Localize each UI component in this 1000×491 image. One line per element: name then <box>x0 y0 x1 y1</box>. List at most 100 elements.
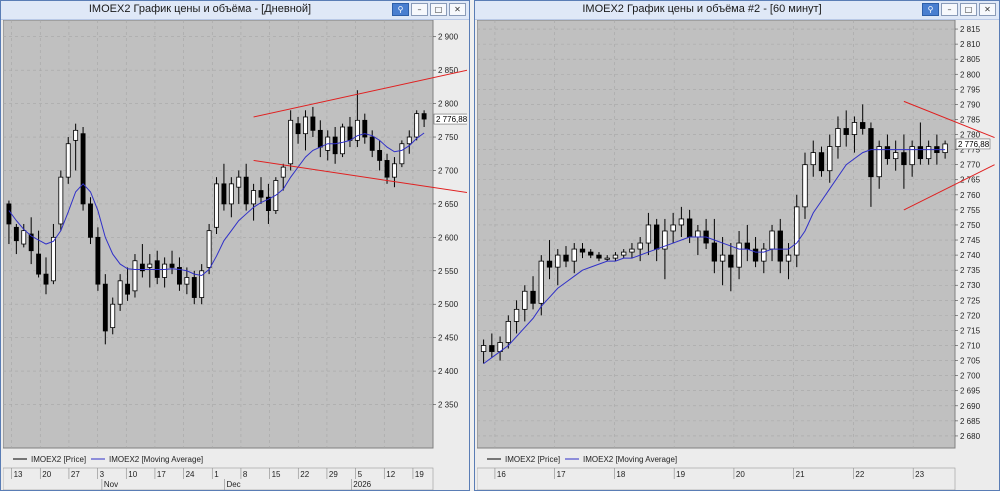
candle-body <box>36 253 42 275</box>
x-tick-label: 16 <box>497 470 506 479</box>
candle-body <box>596 254 602 259</box>
minimize-button[interactable]: – <box>411 3 428 16</box>
candle-body <box>827 146 833 172</box>
x-tick-label: 20 <box>42 470 51 479</box>
last-price-label: 2 776,88 <box>436 115 467 124</box>
plot-area <box>3 20 434 449</box>
candle-body <box>288 119 294 165</box>
candle-body <box>169 263 175 268</box>
daily-candlestick-chart[interactable]: 2 900 2 850 2 800 2 750 2 700 2 650 2 600 2 550… <box>3 20 467 490</box>
candle-body <box>868 128 874 178</box>
y-tick-label: 2 730 <box>960 281 981 290</box>
hourly-chart-window[interactable]: IMOEX2 График цены и объёма #2 - [60 мин… <box>474 0 1000 491</box>
candle-body <box>662 230 668 250</box>
y-tick-label: 2 740 <box>960 251 981 260</box>
y-tick-label: 2 700 <box>438 166 459 175</box>
candle-body <box>480 345 487 352</box>
legend-price-label: IMOEX2 [Price] <box>505 455 560 464</box>
x-tick-label: 17 <box>557 470 566 479</box>
candle-body <box>236 176 242 188</box>
candle-body <box>752 248 759 262</box>
candle-body <box>65 143 71 178</box>
candle-body <box>761 248 767 262</box>
y-tick-label: 2 735 <box>960 266 981 275</box>
y-tick-label: 2 770 <box>960 161 981 170</box>
y-tick-label: 2 500 <box>438 300 459 309</box>
moving-average-line <box>483 149 946 365</box>
maximize-button[interactable]: □ <box>430 3 447 16</box>
pin-icon[interactable]: ⚲ <box>392 3 409 16</box>
x-tick-label: 17 <box>157 470 166 479</box>
candle-body <box>303 116 308 135</box>
candle-body <box>695 230 701 238</box>
daily-chart-window[interactable]: IMOEX2 График цены и объёма - [Дневной] … <box>0 0 470 491</box>
candle-body <box>505 321 511 343</box>
y-tick-label: 2 695 <box>960 387 981 396</box>
candle-body <box>110 303 116 329</box>
x-tick-label: 22 <box>300 470 309 479</box>
y-tick-label: 2 850 <box>438 66 459 75</box>
maximize-button[interactable]: □ <box>960 3 977 16</box>
candle-body <box>21 230 27 245</box>
candle-body <box>835 128 841 147</box>
hourly-candlestick-chart[interactable]: 2 815 2 810 2 805 2 800 2 795 2 790 2 785 2 780… <box>477 20 997 490</box>
candle-body <box>851 122 858 135</box>
candle-body <box>917 146 924 160</box>
y-tick-label: 2 715 <box>960 326 981 335</box>
candle-body <box>177 267 182 285</box>
candle-body <box>942 143 948 154</box>
close-button[interactable]: ✕ <box>449 3 466 16</box>
y-tick-label: 2 720 <box>960 311 981 320</box>
candle-body <box>310 116 316 131</box>
x-tick-label: 3 <box>100 470 105 479</box>
x-tick-label: 5 <box>358 470 363 479</box>
candle-body <box>530 290 536 304</box>
x-month-label: Dec <box>226 480 240 489</box>
candle-body <box>191 277 197 298</box>
candle-body <box>6 203 12 225</box>
minimize-button[interactable]: – <box>941 3 958 16</box>
candle-body <box>117 280 123 305</box>
close-button[interactable]: ✕ <box>979 3 996 16</box>
titlebar[interactable]: IMOEX2 График цены и объёма #2 - [60 мин… <box>475 1 999 20</box>
candle-body <box>546 260 553 268</box>
last-price-box <box>955 138 991 150</box>
x-month-label: 2026 <box>353 480 371 489</box>
candle-body <box>228 183 234 205</box>
trendline <box>903 100 995 139</box>
candle-body <box>538 260 544 304</box>
candle-body <box>645 224 652 244</box>
x-tick-label: 8 <box>243 470 248 479</box>
y-tick-label: 2 350 <box>438 401 459 410</box>
candle-body <box>588 251 594 256</box>
trendline <box>253 69 467 118</box>
candle-body <box>199 270 205 298</box>
x-tick-label: 15 <box>272 470 281 479</box>
candle-body <box>332 136 338 155</box>
candle-body <box>214 183 219 228</box>
candle-body <box>362 119 368 138</box>
candle-body <box>777 230 783 262</box>
legend-ma-label: IMOEX2 [Moving Average] <box>109 455 203 464</box>
window-title: IMOEX2 График цены и объёма #2 - [60 мин… <box>582 3 822 15</box>
last-price-label: 2 776,88 <box>958 140 990 149</box>
candle-body <box>280 166 286 178</box>
candle-body <box>604 257 610 260</box>
candle-body <box>810 152 816 166</box>
candle-body <box>843 128 849 135</box>
y-tick-label: 2 550 <box>438 267 459 276</box>
candle-body <box>258 190 264 198</box>
candle-body <box>265 196 271 211</box>
pin-icon[interactable]: ⚲ <box>922 3 939 16</box>
candle-body <box>785 254 792 262</box>
candle-body <box>50 236 56 282</box>
legend-price-label: IMOEX2 [Price] <box>31 455 86 464</box>
legend-ma-label: IMOEX2 [Moving Average] <box>583 455 677 464</box>
y-tick-label: 2 650 <box>438 200 459 209</box>
candle-body <box>243 176 249 205</box>
candle-body <box>88 203 93 238</box>
candle-body <box>612 254 619 259</box>
candle-body <box>377 150 383 161</box>
candle-body <box>80 133 86 205</box>
titlebar[interactable]: IMOEX2 График цены и объёма - [Дневной] … <box>1 1 469 20</box>
